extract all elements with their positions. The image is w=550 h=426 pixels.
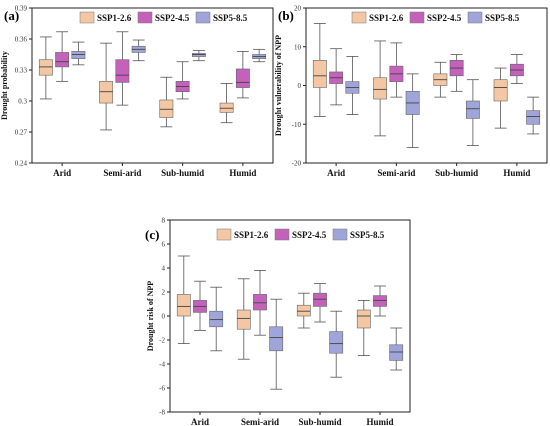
y-tick-label: 6 [162,241,166,249]
box-ssp2-4-5 [253,294,267,311]
x-category-label: Humid [503,168,530,178]
box-ssp1-2-6 [296,304,311,317]
legend-label: SSP2-4.5 [292,230,327,240]
box-ssp2-4-5 [115,59,130,83]
box-ssp2-4-5 [55,52,70,68]
legend-swatch [409,11,425,24]
legend-swatch [351,11,367,24]
legend-label: SSP5-8.5 [213,13,248,23]
y-tick-label: -10 [292,121,302,129]
plot-frame [305,7,548,164]
box-ssp1-2-6 [38,59,53,76]
box-ssp1-2-6 [493,79,508,102]
panel-c: -8 -6 -4 -2 0 2 4 6 8 Drought risk of NPP (c) SSP1-… [145,217,411,426]
y-tick-label: 4 [162,265,166,273]
box-ssp1-2-6 [373,77,388,100]
legend-label: SSP1-2.6 [234,230,269,240]
x-category-label: Arid [191,417,209,426]
legend-label: SSP1-2.6 [97,13,132,23]
legend-swatch [79,11,95,24]
panel-b: -20 -10 0 10 20 Drought vulnerability of NPP (… [274,5,548,178]
x-category-label: Arid [53,168,71,178]
y-tick-label: -8 [159,409,165,417]
y-tick-label: 0 [162,313,166,321]
box-ssp5-8-5 [209,310,224,328]
y-tick-label: -2 [159,337,165,345]
box-ssp2-4-5 [313,292,327,307]
y-axis-label: Drought risk of NPP [146,281,155,351]
box-ssp5-8-5 [71,51,86,59]
y-tick-label: 20 [294,5,302,13]
legend-swatch [195,11,211,24]
box-ssp5-8-5 [526,110,541,125]
legend-swatch [137,11,153,24]
y-tick-label: -4 [159,361,165,369]
box-ssp5-8-5 [269,326,284,352]
box-ssp1-2-6 [236,309,251,330]
x-category-label: Semi-arid [241,417,279,426]
x-category-label: Semi-arid [377,168,415,178]
legend-label: SSP5-8.5 [485,13,520,23]
x-category-label: Sub-humid [161,168,204,178]
legend-label: SSP1-2.6 [369,13,404,23]
x-category-label: Arid [327,168,345,178]
panel-label: (a) [4,8,19,23]
y-tick-label: 0 [298,82,302,90]
x-category-label: Semi-arid [103,168,141,178]
box-ssp5-8-5 [191,53,206,57]
box-ssp1-2-6 [356,309,371,329]
x-category-label: Humid [366,417,393,426]
box-ssp1-2-6 [219,102,234,113]
legend-label: SSP2-4.5 [427,13,462,23]
y-tick-label: 0.27 [15,129,28,137]
box-ssp1-2-6 [99,81,114,104]
panel-label: (b) [278,8,294,23]
y-tick-label: -6 [159,385,165,393]
y-axis-label: Drought vulnerability of NPP [274,35,283,136]
legend-swatch [467,11,483,24]
y-tick-label: 8 [162,217,166,225]
legend-label: SSP5-8.5 [350,230,385,240]
y-tick-label: 2 [162,289,166,297]
y-tick-label: 0.24 [15,160,28,168]
legend-label: SSP2-4.5 [155,13,190,23]
y-tick-label: 0.36 [15,36,28,44]
x-category-label: Sub-humid [298,417,341,426]
legend-swatch [332,228,348,241]
y-tick-label: 0.33 [15,67,28,75]
panel-a: 0.24 0.27 0.3 0.33 0.36 0.39 Drought probabili… [0,5,274,178]
y-tick-label: 0.3 [18,98,27,106]
box-ssp5-8-5 [389,344,404,361]
box-ssp2-4-5 [373,295,387,307]
box-ssp1-2-6 [159,99,174,118]
legend-swatch [216,228,232,241]
box-ssp5-8-5 [329,331,344,354]
plot-frame [31,7,274,164]
y-tick-label: 0.39 [15,5,28,13]
legend-swatch [274,228,290,241]
plot-frame [169,219,411,413]
box-ssp2-4-5 [235,68,250,88]
x-category-label: Humid [229,168,256,178]
box-ssp1-2-6 [312,60,327,88]
panel-label: (c) [145,227,159,242]
box-ssp5-8-5 [465,100,480,119]
x-category-label: Sub-humid [435,168,478,178]
y-tick-label: -20 [292,160,302,168]
box-ssp1-2-6 [176,294,191,317]
y-tick-label: 10 [294,43,302,51]
y-axis-label: Drought probability [0,51,9,120]
